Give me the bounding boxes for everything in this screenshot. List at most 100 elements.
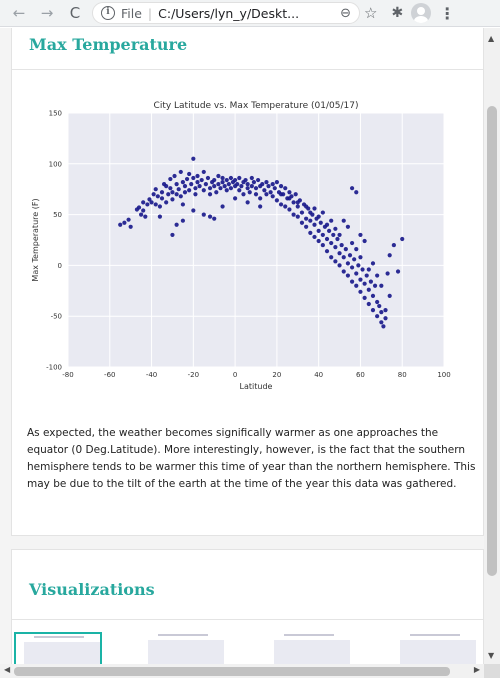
data-point — [377, 303, 382, 309]
forward-arrow-icon[interactable]: → — [40, 4, 54, 22]
scroll-right-icon[interactable]: ▶ — [473, 665, 480, 674]
extensions-puzzle-icon[interactable]: ✱ — [391, 5, 404, 21]
x-tick-label: -20 — [188, 371, 199, 379]
x-tick-label: 20 — [272, 371, 281, 379]
data-point — [341, 255, 346, 260]
data-point — [253, 192, 259, 197]
section-title: Max Temperature — [29, 35, 188, 54]
back-arrow-icon[interactable]: ← — [12, 4, 26, 22]
thumbnail-title — [158, 634, 208, 636]
data-point — [184, 176, 190, 182]
data-point — [372, 283, 378, 288]
data-point — [166, 192, 171, 197]
zoom-icon[interactable]: ⊖ — [340, 5, 351, 21]
browser-menu-icon[interactable]: ⋮ — [439, 3, 456, 23]
data-point — [341, 269, 346, 274]
data-point — [174, 222, 179, 227]
data-point — [295, 200, 300, 205]
data-point — [383, 308, 388, 313]
data-point — [220, 179, 225, 185]
visualization-thumbnail[interactable] — [266, 632, 354, 664]
data-point — [218, 186, 223, 191]
data-point — [354, 190, 359, 195]
data-point — [178, 169, 183, 175]
data-point — [345, 261, 351, 266]
thumbnail-plot — [274, 640, 350, 664]
data-point — [216, 173, 221, 179]
data-point — [329, 240, 334, 246]
data-point — [153, 202, 158, 207]
data-point — [347, 253, 353, 258]
data-point — [345, 273, 351, 278]
max-temperature-card: Max Temperature -80 -60 -40 -20 0 20 40 60 80 100… — [11, 28, 484, 536]
data-point — [201, 188, 206, 193]
data-point — [343, 247, 348, 252]
data-point — [201, 212, 206, 217]
vertical-scrollbar[interactable]: ▲ ▼ — [484, 28, 500, 664]
data-point — [180, 218, 185, 223]
bookmark-star-icon[interactable]: ☆ — [364, 4, 378, 22]
data-point — [191, 156, 196, 161]
data-point — [216, 182, 221, 187]
data-point — [270, 182, 275, 187]
data-point — [339, 242, 344, 248]
data-point — [375, 314, 380, 319]
scroll-down-icon[interactable]: ▼ — [488, 651, 495, 660]
data-point — [362, 295, 367, 301]
y-axis-label: Max Temperature (F) — [31, 198, 40, 281]
data-point — [139, 212, 144, 217]
thumbnail-plot — [148, 640, 224, 664]
data-point — [195, 179, 200, 185]
data-point — [329, 255, 334, 260]
data-point — [207, 214, 213, 219]
data-point — [212, 216, 217, 221]
info-icon[interactable]: i — [101, 6, 115, 20]
scroll-left-icon[interactable]: ◀ — [4, 665, 11, 674]
data-point — [258, 204, 263, 209]
data-point — [141, 208, 146, 213]
data-point — [170, 197, 175, 202]
data-point — [395, 269, 401, 274]
data-point — [316, 228, 321, 233]
data-point — [337, 263, 342, 268]
x-tick-label: -60 — [104, 371, 115, 379]
data-point — [366, 287, 371, 292]
data-point — [385, 271, 390, 276]
url-text[interactable]: C:/Users/lyn_y/Deskt... — [158, 5, 300, 21]
horizontal-scrollbar[interactable]: ◀ ▶ — [0, 664, 484, 678]
address-bar[interactable]: i File | C:/Users/lyn_y/Deskt... ⊖ — [92, 2, 360, 24]
chart-svg: -80 -60 -40 -20 0 20 40 60 80 100 -100 -50 0 50 100 15… — [31, 101, 451, 391]
data-point — [212, 184, 217, 189]
profile-avatar-icon[interactable] — [411, 3, 432, 23]
visualization-thumbnail[interactable] — [392, 632, 480, 664]
data-point — [379, 283, 384, 288]
data-point — [153, 187, 158, 192]
data-point — [191, 175, 196, 181]
horizontal-scroll-thumb[interactable] — [14, 667, 450, 676]
data-point — [293, 192, 298, 197]
thumbnail-title — [34, 636, 84, 638]
data-point — [356, 263, 361, 268]
data-point — [143, 214, 148, 219]
data-point — [164, 184, 169, 189]
scroll-up-icon[interactable]: ▲ — [488, 34, 495, 43]
vertical-scroll-thumb[interactable] — [487, 106, 497, 576]
data-point — [360, 267, 365, 272]
data-point — [237, 175, 242, 181]
data-point — [381, 324, 386, 329]
data-point — [331, 232, 336, 238]
visualization-thumbnail[interactable] — [140, 632, 228, 664]
data-point — [387, 253, 392, 258]
data-point — [274, 179, 279, 185]
reload-icon[interactable]: C — [69, 4, 81, 22]
x-tick-label: -80 — [62, 371, 73, 379]
data-point — [333, 226, 338, 231]
data-point — [193, 192, 198, 197]
data-point — [141, 200, 146, 205]
chart-title: City Latitude vs. Max Temperature (01/05… — [154, 101, 359, 111]
data-point — [278, 184, 284, 189]
visualization-thumbnail[interactable] — [14, 632, 102, 664]
data-point — [308, 218, 313, 223]
data-point — [375, 273, 380, 278]
data-point — [354, 247, 359, 252]
